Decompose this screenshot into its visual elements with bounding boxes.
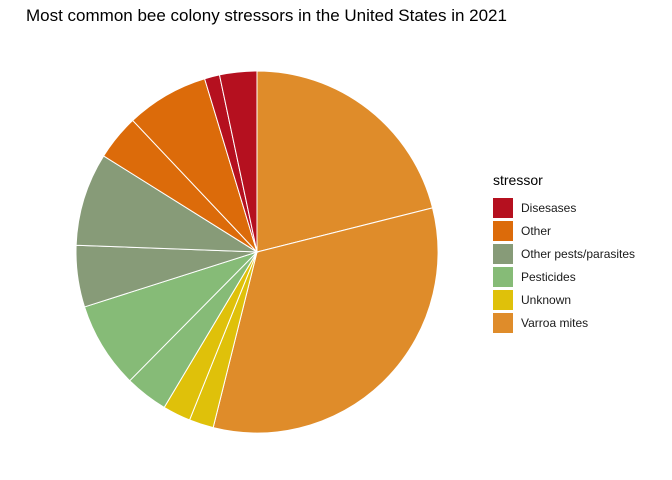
- legend-item-other-pests-parasites: Other pests/parasites: [493, 242, 635, 265]
- legend-item-disesases: Disesases: [493, 196, 635, 219]
- legend-title: stressor: [493, 172, 543, 188]
- pie-slice-varroa-mites: [256, 70, 434, 253]
- legend-label: Unknown: [521, 292, 572, 307]
- legend-label: Varroa mites: [521, 315, 589, 330]
- legend-swatch: [493, 197, 513, 218]
- legend-swatch: [493, 312, 513, 333]
- legend-swatch: [493, 243, 513, 264]
- legend-item-pesticides: Pesticides: [493, 265, 635, 288]
- legend-item-other: Other: [493, 219, 635, 242]
- legend-swatch: [493, 289, 513, 310]
- legend-label: Other: [521, 223, 552, 238]
- legend: stressor Disesases Other Other pests/par…: [493, 172, 635, 334]
- legend-swatch: [493, 266, 513, 287]
- legend-label: Pesticides: [521, 269, 576, 284]
- legend-label: Disesases: [521, 200, 577, 215]
- pie-slice-disesases: [218, 70, 258, 253]
- legend-swatch: [493, 220, 513, 241]
- legend-label: Other pests/parasites: [521, 246, 636, 261]
- pie-slice-varroa-mites: [212, 207, 439, 434]
- pie-slice-other-pests-parasites: [75, 155, 259, 253]
- legend-item-varroa-mites: Varroa mites: [493, 311, 635, 334]
- chart-title: Most common bee colony stressors in the …: [26, 6, 507, 25]
- legend-item-unknown: Unknown: [493, 288, 635, 311]
